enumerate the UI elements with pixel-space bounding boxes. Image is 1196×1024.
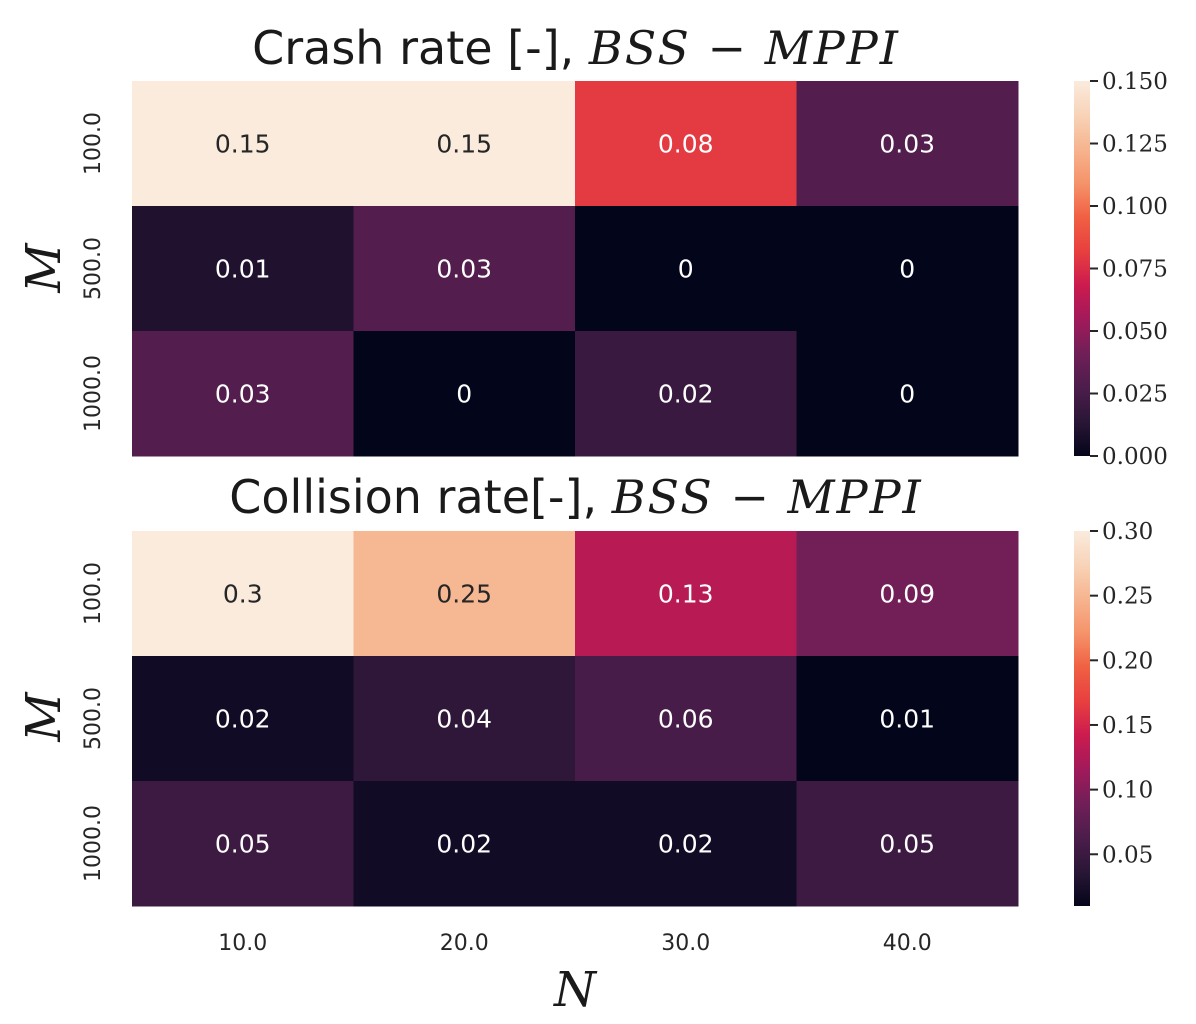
collision-rate-cell (796, 781, 1019, 907)
collision-rate-x-tick-labels: 10.0 20.0 30.0 40.0 (218, 931, 931, 956)
collision-rate-y-tick-labels: 100.0 500.0 1000.0 (81, 562, 106, 882)
collision-rate-cell (353, 781, 576, 907)
crash-rate-title: Crash rate [-], BSS − MPPI (252, 21, 900, 75)
crash-rate-cell-value: 0 (899, 380, 915, 409)
collision-rate-colorbar-tick-label: 0.20 (1102, 648, 1153, 674)
crash-rate-cell (796, 206, 1019, 332)
collision-rate-colorbar-tick-label: 0.30 (1102, 519, 1153, 545)
crash-rate-y-tick-labels: 100.0 500.0 1000.0 (81, 112, 106, 432)
collision-rate-cell-value: 0.05 (879, 830, 935, 859)
crash-rate-colorbar-bar (1074, 81, 1090, 456)
collision-rate-cell (132, 656, 354, 782)
crash-rate-cell (796, 81, 1019, 207)
crash-rate-cell (132, 206, 354, 332)
collision-rate-cell (353, 531, 576, 657)
crash-rate-cell (132, 81, 354, 207)
crash-rate-cell (132, 331, 354, 457)
crash-rate-cell-value: 0 (678, 255, 694, 284)
collision-rate-x-tick-label: 30.0 (661, 931, 710, 956)
collision-rate-cell-value: 0.02 (658, 830, 714, 859)
collision-rate-cell-value: 0.13 (658, 580, 714, 609)
collision-rate-y-tick-label: 1000.0 (81, 805, 106, 882)
collision-rate-y-tick-label: 100.0 (81, 562, 106, 625)
crash-rate-cell-value: 0.03 (215, 380, 271, 409)
crash-rate-y-tick-label: 1000.0 (81, 355, 106, 432)
crash-rate-colorbar-tick-label: 0.125 (1102, 132, 1168, 158)
collision-rate-cell-value: 0.09 (879, 580, 935, 609)
collision-rate-colorbar: 0.05 0.10 0.15 0.20 0.25 0.30 (1074, 519, 1153, 906)
collision-rate-y-tick-label: 500.0 (81, 687, 106, 750)
crash-rate-cell (353, 331, 576, 457)
crash-rate-cell (575, 331, 797, 457)
crash-rate-y-tick-label: 100.0 (81, 112, 106, 175)
crash-rate-colorbar-tick-label: 0.100 (1102, 194, 1168, 220)
crash-rate-y-tick-label: 500.0 (81, 237, 106, 300)
crash-rate-colorbar-tick-label: 0.025 (1102, 382, 1168, 408)
crash-rate-colorbar-tick-label: 0.000 (1102, 444, 1168, 470)
crash-rate-y-axis-label: M (16, 242, 72, 294)
collision-rate-cell (575, 531, 797, 657)
crash-rate-cell (575, 81, 797, 207)
crash-rate-heatmap-cells: 0.15 0.15 0.08 0.03 0.01 0.03 0 0 0.03 0 0.02 0 (132, 81, 1019, 457)
collision-rate-colorbar-tick-label: 0.10 (1102, 778, 1153, 804)
collision-rate-cell-value: 0.25 (436, 580, 492, 609)
collision-rate-colorbar-tick-label: 0.25 (1102, 584, 1153, 610)
collision-rate-cell (575, 656, 797, 782)
crash-rate-cell-value: 0 (899, 255, 915, 284)
crash-rate-title-text: Crash rate [-], (252, 21, 589, 75)
crash-rate-cell-value: 0.03 (879, 130, 935, 159)
collision-rate-x-tick-label: 40.0 (883, 931, 932, 956)
collision-rate-x-tick-label: 10.0 (218, 931, 267, 956)
collision-rate-y-axis-label: M (16, 691, 72, 743)
collision-rate-cell-value: 0.04 (436, 705, 492, 734)
crash-rate-cell-value: 0.02 (658, 380, 714, 409)
crash-rate-title-math: BSS − MPPI (588, 21, 900, 75)
collision-rate-x-tick-label: 20.0 (440, 931, 489, 956)
collision-rate-title-math: BSS − MPPI (611, 470, 923, 524)
collision-rate-cell-value: 0.02 (215, 705, 271, 734)
crash-rate-colorbar-tick-label: 0.075 (1102, 257, 1168, 283)
crash-rate-colorbar: 0.000 0.025 0.050 0.075 0.100 0.125 0.150 (1074, 69, 1168, 470)
collision-rate-title: Collision rate[-], BSS − MPPI (229, 470, 922, 524)
crash-rate-cell-value: 0.15 (436, 130, 492, 159)
crash-rate-colorbar-tick-label: 0.150 (1102, 69, 1168, 95)
collision-rate-cell (353, 656, 576, 782)
collision-rate-colorbar-tick-label: 0.05 (1102, 842, 1153, 868)
crash-rate-cell (575, 206, 797, 332)
collision-rate-panel: Collision rate[-], BSS − MPPI 0.3 0.25 0.1… (16, 470, 1153, 1018)
collision-rate-x-axis-label: N (553, 962, 598, 1018)
collision-rate-cell-value: 0.01 (879, 705, 935, 734)
collision-rate-heatmap-cells: 0.3 0.25 0.13 0.09 0.02 0.04 0.06 0.01 0.05 0.02 0… (132, 531, 1019, 907)
collision-rate-cell-value: 0.06 (658, 705, 714, 734)
collision-rate-cell-value: 0.02 (436, 830, 492, 859)
collision-rate-cell (132, 531, 354, 657)
crash-rate-colorbar-tick-label: 0.050 (1102, 319, 1168, 345)
collision-rate-cell (575, 781, 797, 907)
collision-rate-cell (132, 781, 354, 907)
collision-rate-title-text: Collision rate[-], (229, 470, 611, 524)
collision-rate-cell (796, 531, 1019, 657)
collision-rate-colorbar-tick-label: 0.15 (1102, 713, 1153, 739)
crash-rate-panel: Crash rate [-], BSS − MPPI 0.15 0.15 0.08 0… (16, 21, 1168, 470)
collision-rate-cell-value: 0.05 (215, 830, 271, 859)
crash-rate-cell-value: 0.08 (658, 130, 714, 159)
crash-rate-cell (353, 206, 576, 332)
crash-rate-cell (353, 81, 576, 207)
collision-rate-cell-value: 0.3 (223, 580, 263, 609)
crash-rate-cell (796, 331, 1019, 457)
crash-rate-cell-value: 0.15 (215, 130, 271, 159)
collision-rate-colorbar-bar (1074, 531, 1090, 906)
collision-rate-cell (796, 656, 1019, 782)
crash-rate-cell-value: 0.03 (436, 255, 492, 284)
crash-rate-cell-value: 0.01 (215, 255, 271, 284)
crash-rate-cell-value: 0 (456, 380, 472, 409)
